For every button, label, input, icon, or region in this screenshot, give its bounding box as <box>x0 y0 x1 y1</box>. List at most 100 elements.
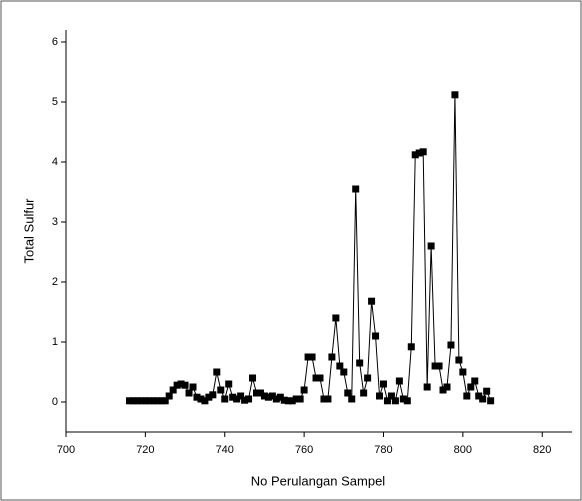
data-point <box>264 393 272 401</box>
data-point <box>399 395 407 403</box>
y-tick-label: 3 <box>52 216 58 228</box>
data-point <box>415 149 423 157</box>
data-point <box>459 368 467 376</box>
data-point <box>272 395 280 403</box>
data-point <box>387 392 395 400</box>
data-point <box>475 392 483 400</box>
data-point <box>268 392 276 400</box>
data-point <box>256 389 264 397</box>
y-tick-label: 6 <box>52 36 58 48</box>
y-axis-label: Total Sulfur <box>21 198 36 264</box>
data-point <box>443 383 451 391</box>
data-point <box>328 353 336 361</box>
data-point <box>161 397 169 405</box>
data-point <box>312 374 320 382</box>
data-point <box>383 397 391 405</box>
data-point <box>141 397 149 405</box>
data-point <box>245 395 253 403</box>
data-point <box>252 389 260 397</box>
data-point <box>419 148 427 156</box>
data-point <box>288 397 296 405</box>
data-point <box>352 185 360 193</box>
data-point <box>125 397 133 405</box>
data-point <box>451 91 459 99</box>
data-point <box>149 397 157 405</box>
data-point <box>447 341 455 349</box>
data-point <box>233 395 241 403</box>
data-point <box>407 343 415 351</box>
data-point <box>260 392 268 400</box>
data-point <box>221 395 229 403</box>
data-point <box>340 368 348 376</box>
data-point <box>153 397 161 405</box>
data-point <box>411 151 419 159</box>
data-point <box>304 353 312 361</box>
data-point <box>455 356 463 364</box>
data-point <box>217 386 225 394</box>
data-point <box>201 397 209 405</box>
data-point <box>225 380 233 388</box>
data-point <box>296 395 304 403</box>
data-point <box>372 332 380 340</box>
data-point <box>336 362 344 370</box>
data-point <box>157 397 165 405</box>
data-point <box>280 396 288 404</box>
data-point <box>209 391 217 399</box>
data-point <box>181 381 189 389</box>
data-point <box>185 389 193 397</box>
data-point <box>173 381 181 389</box>
data-point <box>300 386 308 394</box>
x-tick-label: 800 <box>454 444 472 456</box>
data-point <box>276 393 284 401</box>
data-point <box>360 389 368 397</box>
data-point <box>137 397 145 405</box>
data-point <box>241 396 249 404</box>
data-point <box>483 387 491 395</box>
data-point <box>237 392 245 400</box>
data-point <box>324 395 332 403</box>
data-point <box>391 397 399 405</box>
x-tick-label: 720 <box>136 444 154 456</box>
data-point <box>129 397 137 405</box>
data-point <box>292 395 300 403</box>
y-tick-label: 1 <box>52 336 58 348</box>
data-point <box>427 242 435 250</box>
data-point <box>165 392 173 400</box>
data-point <box>189 383 197 391</box>
data-point <box>379 380 387 388</box>
data-point <box>284 397 292 405</box>
data-point <box>356 359 364 367</box>
data-point <box>197 395 205 403</box>
x-tick-label: 780 <box>374 444 392 456</box>
data-point <box>376 392 384 400</box>
data-point <box>193 393 201 401</box>
x-axis-label: No Perulangan Sampel <box>251 473 386 488</box>
data-point <box>423 383 431 391</box>
data-point <box>368 297 376 305</box>
data-point <box>344 389 352 397</box>
data-point <box>348 395 356 403</box>
data-point <box>487 397 495 405</box>
data-point <box>364 374 372 382</box>
y-tick-label: 2 <box>52 276 58 288</box>
data-point <box>395 377 403 385</box>
data-point <box>467 383 475 391</box>
data-point <box>439 386 447 394</box>
data-point <box>213 368 221 376</box>
data-point <box>471 377 479 385</box>
data-point <box>308 353 316 361</box>
x-tick-label: 700 <box>57 444 75 456</box>
data-point <box>463 392 471 400</box>
data-point <box>229 393 237 401</box>
y-tick-label: 4 <box>52 156 58 168</box>
data-point <box>177 380 185 388</box>
data-point <box>205 393 213 401</box>
x-tick-label: 820 <box>533 444 551 456</box>
x-tick-label: 760 <box>295 444 313 456</box>
y-tick-label: 0 <box>52 396 58 408</box>
data-point <box>403 397 411 405</box>
data-point <box>435 362 443 370</box>
data-point <box>249 374 257 382</box>
